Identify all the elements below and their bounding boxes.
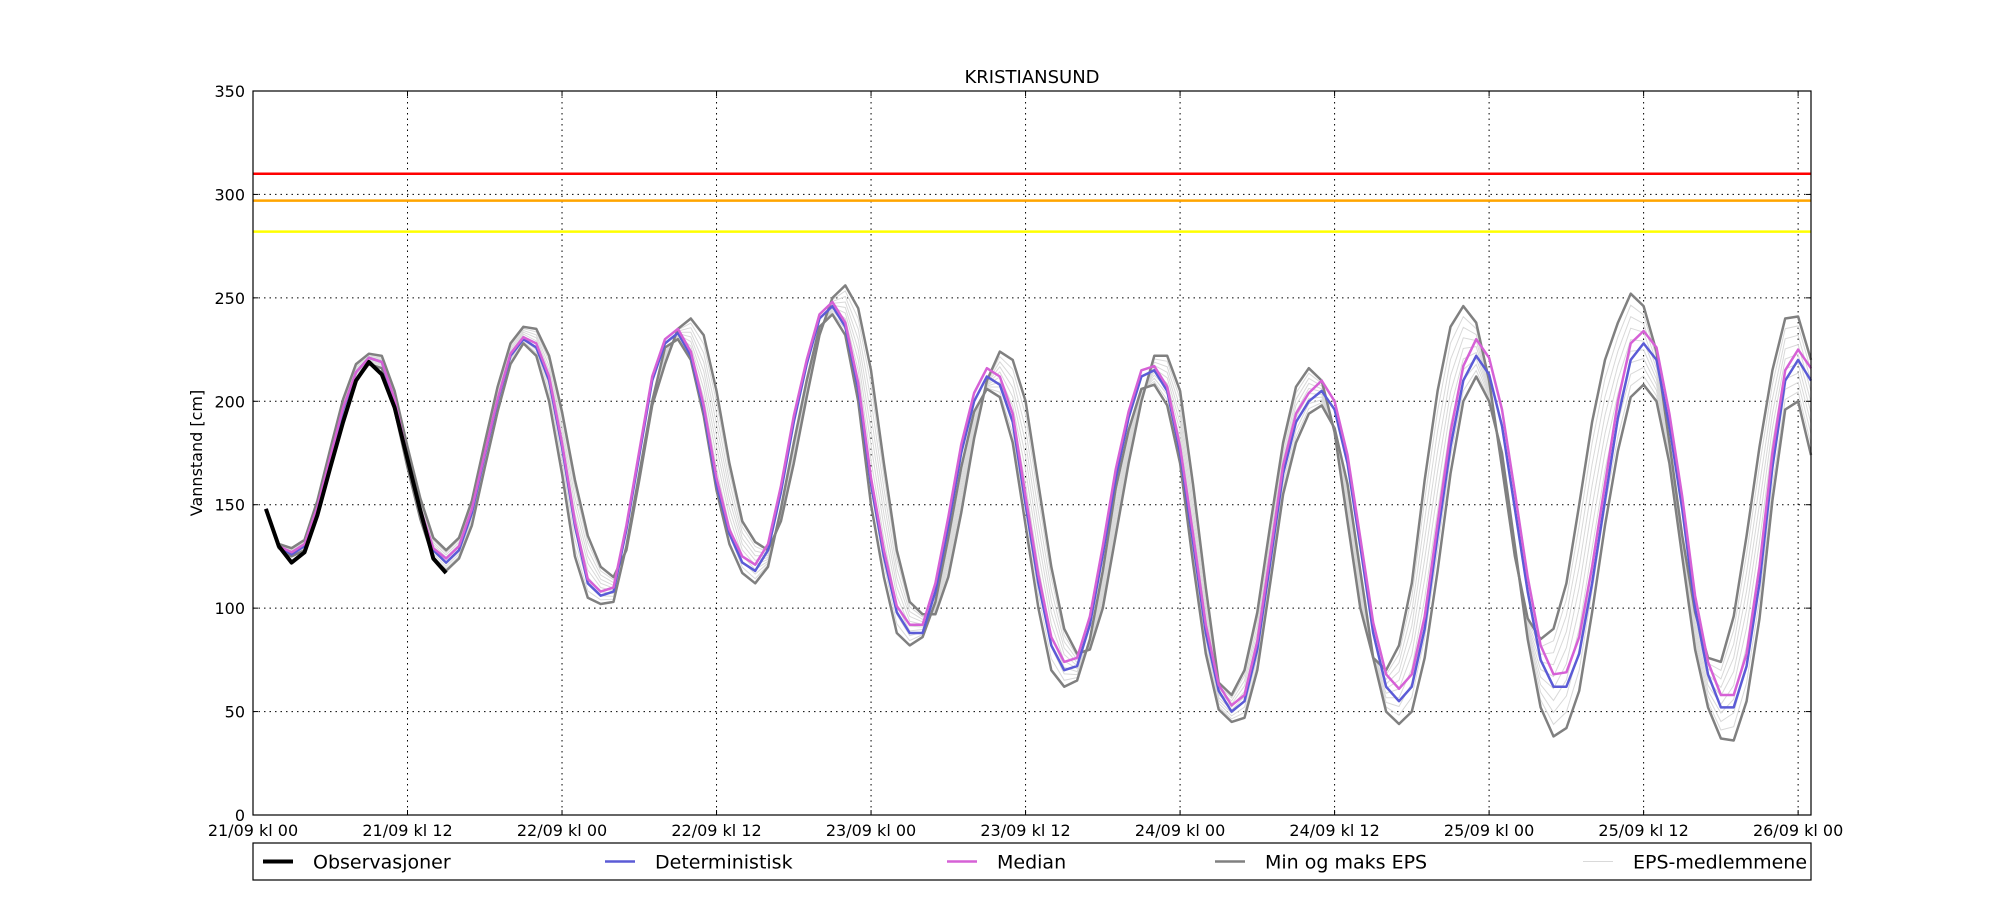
observed-line: [264, 360, 448, 575]
y-tick-label: 250: [214, 289, 245, 308]
eps-member-line: [265, 301, 1812, 705]
legend-label: Deterministisk: [655, 852, 793, 874]
plot-frame: [252, 90, 1812, 816]
legend-label: EPS-medlemmene: [1633, 852, 1807, 874]
eps-member-line: [265, 295, 1812, 702]
median-line: [264, 300, 1813, 707]
x-tick-label: 25/09 kl 12: [1598, 821, 1688, 840]
x-tick-label: 22/09 kl 12: [671, 821, 761, 840]
chart-title: KRISTIANSUND: [964, 67, 1099, 88]
x-tick-label: 25/09 kl 00: [1444, 821, 1534, 840]
series-lines: [264, 284, 1813, 742]
grid: [253, 91, 1811, 815]
x-tick-label: 24/09 kl 00: [1135, 821, 1225, 840]
y-axis-ticks: 0 50 100 150 200 250 300 350: [214, 82, 1811, 825]
x-tick-label: 21/09 kl 00: [208, 821, 298, 840]
legend-box: [252, 842, 1812, 881]
eps-member-line: [265, 309, 1812, 723]
y-tick-label: 150: [214, 496, 245, 515]
x-tick-label: 24/09 kl 12: [1289, 821, 1379, 840]
x-tick-label: 26/09 kl 00: [1753, 821, 1843, 840]
threshold-lines: [253, 172, 1811, 233]
x-axis-ticks: 21/09 kl 00 21/09 kl 12 22/09 kl 00 22/09 k…: [208, 91, 1843, 840]
x-tick-label: 23/09 kl 12: [980, 821, 1070, 840]
eps-member-line: [265, 311, 1812, 731]
legend-label: Observasjoner: [313, 852, 451, 874]
x-tick-label: 21/09 kl 12: [362, 821, 452, 840]
legend-label: Median: [997, 852, 1066, 874]
y-axis-label: Vannstand [cm]: [187, 390, 206, 516]
legend: Observasjoner Deterministisk Median Min og …: [252, 842, 1812, 881]
x-tick-label: 23/09 kl 00: [826, 821, 916, 840]
y-tick-label: 0: [235, 806, 245, 825]
x-tick-label: 22/09 kl 00: [517, 821, 607, 840]
y-tick-label: 200: [214, 392, 245, 411]
y-tick-label: 300: [214, 185, 245, 204]
y-tick-label: 50: [225, 703, 245, 722]
y-tick-label: 100: [214, 599, 245, 618]
y-tick-label: 350: [214, 82, 245, 101]
eps-min-line: [264, 313, 1813, 742]
eps-max-line: [264, 284, 1813, 697]
legend-label: Min og maks EPS: [1265, 852, 1427, 874]
eps-member-line: [265, 304, 1812, 708]
